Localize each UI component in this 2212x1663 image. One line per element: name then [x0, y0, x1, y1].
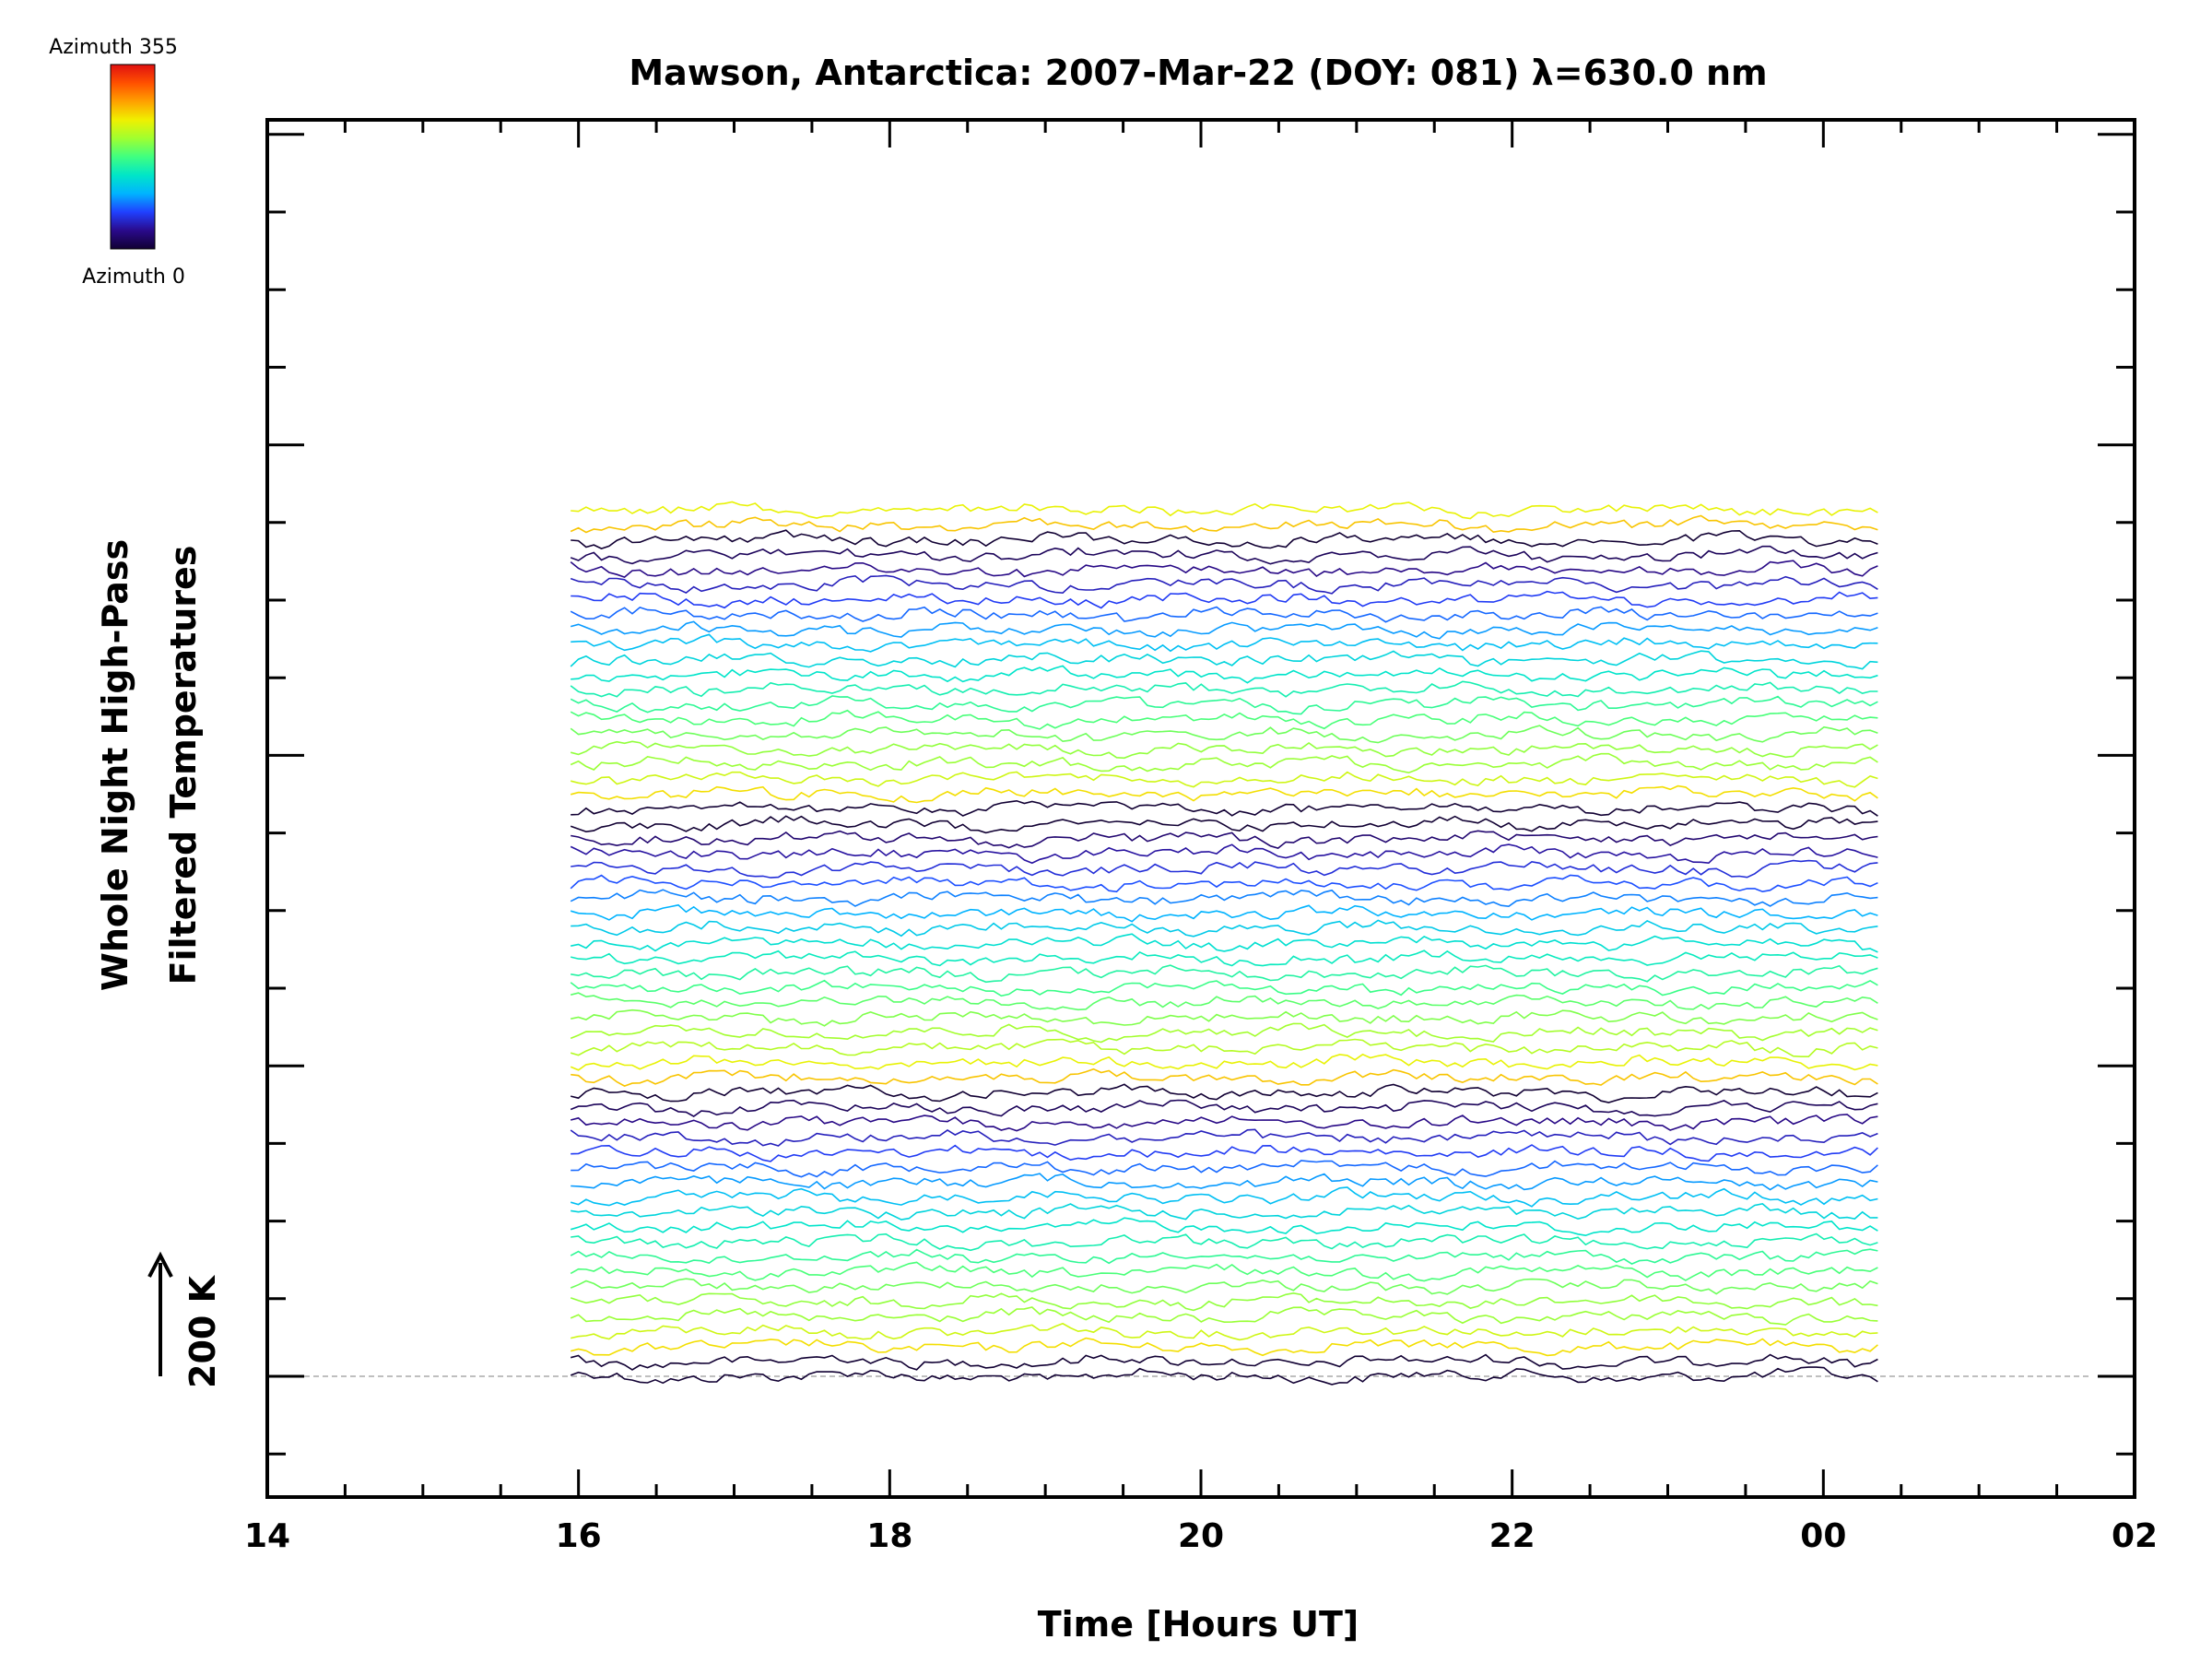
x-tick-label: 00 — [1800, 1517, 1846, 1555]
series-line-31 — [571, 919, 1878, 938]
series-line-56 — [570, 545, 1878, 565]
series-line-33 — [570, 889, 1878, 908]
series-line-16 — [571, 1144, 1878, 1162]
series-line-11 — [570, 1217, 1878, 1237]
x-tick-label: 14 — [244, 1517, 290, 1555]
series-line-58 — [570, 514, 1878, 534]
series-line-22 — [570, 1053, 1878, 1071]
colorbar-bottom-label: Azimuth 0 — [82, 265, 185, 289]
series-line-19 — [570, 1099, 1878, 1117]
series-line-4 — [571, 1322, 1878, 1341]
series-line-18 — [570, 1114, 1878, 1132]
x-tick-label: 16 — [556, 1517, 602, 1555]
plot-area — [304, 501, 2092, 1386]
series-line-47 — [570, 680, 1878, 698]
series-line-54 — [570, 574, 1878, 595]
series-line-34 — [570, 874, 1878, 893]
series-line-2 — [570, 1353, 1878, 1371]
series-line-35 — [571, 859, 1878, 879]
series-line-8 — [570, 1261, 1878, 1282]
x-tick-label: 02 — [2112, 1517, 2158, 1555]
series-line-3 — [571, 1337, 1878, 1357]
colorbar — [110, 64, 156, 250]
series-line-44 — [570, 725, 1878, 744]
series-line-38 — [570, 815, 1878, 834]
series-line-1 — [570, 1366, 1878, 1386]
series-line-17 — [570, 1128, 1878, 1147]
series-line-43 — [570, 740, 1878, 760]
series-line-39 — [571, 799, 1878, 817]
series-line-7 — [570, 1278, 1878, 1295]
y-axis-label-line1: Whole Night High-Pass — [95, 539, 135, 991]
axes: 14 16 18 20 22 00 02 — [147, 118, 2158, 1555]
series-line-10 — [571, 1233, 1878, 1252]
series-line-15 — [571, 1160, 1878, 1178]
series-line-40 — [570, 784, 1878, 804]
series-line-26 — [571, 992, 1878, 1011]
series-line-41 — [571, 771, 1878, 788]
series-line-12 — [571, 1203, 1878, 1221]
series-line-51 — [570, 620, 1878, 640]
chart-title: Mawson, Antarctica: 2007-Mar-22 (DOY: 08… — [629, 53, 1767, 93]
series-line-57 — [571, 529, 1878, 549]
series-line-45 — [570, 709, 1878, 730]
series-line-52 — [570, 606, 1878, 623]
x-axis-label: Time [Hours UT] — [1038, 1604, 1359, 1645]
series-line-25 — [571, 1008, 1878, 1027]
series-line-28 — [571, 964, 1878, 984]
series-line-9 — [570, 1248, 1878, 1265]
series-line-13 — [570, 1186, 1878, 1208]
colorbar-top-label: Azimuth 355 — [49, 36, 178, 59]
series-line-50 — [571, 633, 1878, 653]
series-line-6 — [570, 1291, 1878, 1312]
series-line-29 — [571, 949, 1878, 967]
x-tick-label: 18 — [866, 1517, 912, 1555]
series-line-36 — [570, 843, 1878, 865]
series-line-20 — [571, 1083, 1878, 1103]
series-line-37 — [571, 830, 1878, 849]
series-line-49 — [570, 650, 1878, 670]
y-axis-label-line2: Filtered Temperatures — [163, 546, 204, 985]
plot-frame — [265, 118, 2136, 1499]
series-line-21 — [571, 1067, 1878, 1087]
series-line-55 — [570, 560, 1878, 579]
series-line-59 — [571, 501, 1878, 520]
scale-bar-label: 200 K — [182, 1274, 223, 1388]
series-line-46 — [570, 695, 1878, 715]
series-line-42 — [570, 752, 1878, 774]
series-line-23 — [570, 1038, 1878, 1057]
series-line-30 — [571, 933, 1878, 953]
x-tick-label: 20 — [1178, 1517, 1224, 1555]
x-tick-label: 22 — [1489, 1517, 1535, 1555]
series-line-32 — [570, 903, 1878, 923]
colorbar-gradient — [110, 64, 156, 250]
series-line-14 — [571, 1173, 1878, 1191]
scale-arrow-head — [147, 1251, 173, 1278]
series-line-5 — [570, 1306, 1878, 1326]
series-line-24 — [570, 1022, 1878, 1044]
series-line-53 — [571, 590, 1878, 609]
series-line-27 — [570, 979, 1878, 997]
series-line-48 — [571, 665, 1878, 684]
